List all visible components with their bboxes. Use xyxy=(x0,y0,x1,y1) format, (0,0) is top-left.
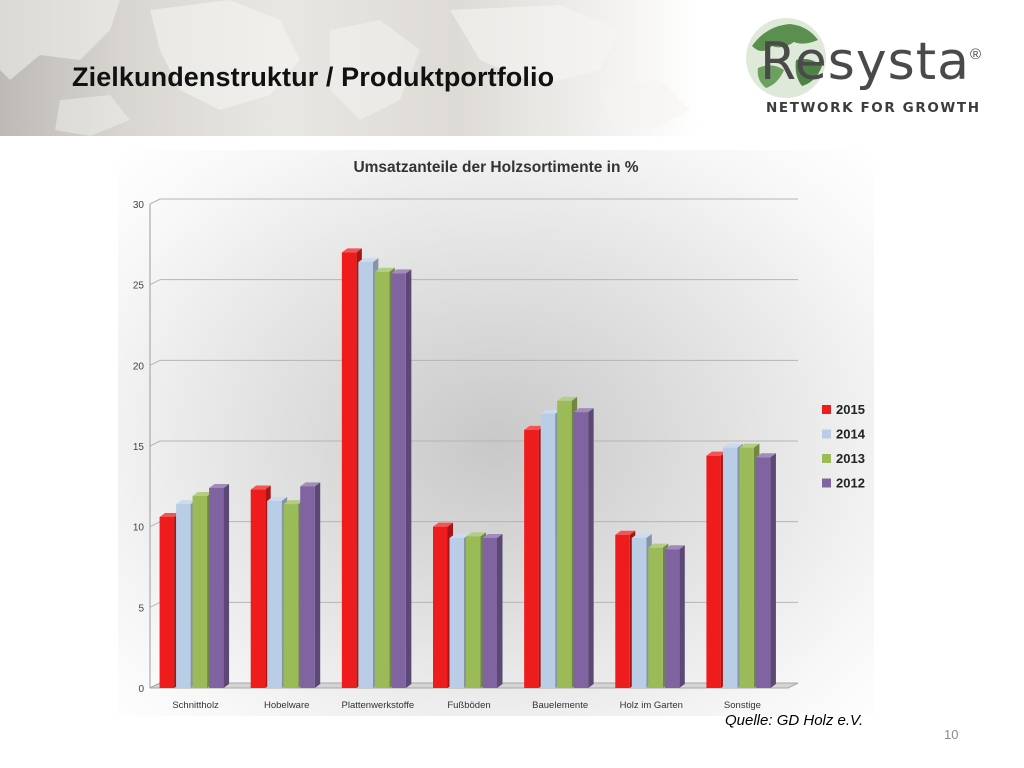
x-tick-label: Schnittholz xyxy=(172,700,219,711)
globe-icon xyxy=(746,18,826,98)
header-banner: Zielkundenstruktur / Produktportfolio xyxy=(0,0,700,136)
gridline-depth xyxy=(149,359,161,366)
legend-swatch-2014 xyxy=(822,429,831,439)
x-axis-labels: Schnittholz Hobelware Plattenwerkstoffe Fuß… xyxy=(172,700,761,711)
gridline-depth xyxy=(149,601,161,608)
y-tick-label: 15 xyxy=(133,442,145,453)
x-tick-label: Bauelemente xyxy=(532,700,588,711)
logo-wordmark: Resysta xyxy=(760,32,970,92)
gridline-depth xyxy=(149,198,161,205)
y-tick-label: 30 xyxy=(133,200,145,211)
bar-2012-3 xyxy=(482,533,503,688)
x-tick-label: Hobelware xyxy=(264,700,309,711)
bar-2012-6 xyxy=(755,453,776,688)
legend: 2015 2014 2013 2012 xyxy=(822,402,866,491)
legend-swatch-2012 xyxy=(822,478,831,488)
slide-title: Zielkundenstruktur / Produktportfolio xyxy=(72,62,555,92)
chart-canvas: Umsatzanteile der Holzsortimente in % 0 5… xyxy=(133,159,866,711)
gridline-depth xyxy=(149,279,161,286)
logo-tagline: NETWORK FOR GROWTH xyxy=(766,100,981,116)
y-tick-label: 0 xyxy=(138,684,144,695)
legend-label: 2013 xyxy=(836,451,865,466)
legend-swatch-2015 xyxy=(822,405,831,414)
page-number: 10 xyxy=(944,727,959,742)
x-tick-label: Sonstige xyxy=(724,700,761,711)
bar-2012-2 xyxy=(391,269,412,688)
logo-registered-mark: ® xyxy=(970,46,982,63)
legend-swatch-2013 xyxy=(822,454,831,463)
y-axis: 0 5 10 15 20 25 30 xyxy=(133,200,151,695)
bar-2012-4 xyxy=(573,408,594,688)
legend-label: 2012 xyxy=(836,476,865,491)
y-tick-label: 25 xyxy=(133,281,145,292)
chart-title: Umsatzanteile der Holzsortimente in % xyxy=(353,159,638,176)
bar-chart: Umsatzanteile der Holzsortimente in % 0 5… xyxy=(118,150,874,716)
bar-2012-5 xyxy=(664,545,685,688)
x-tick-label: Holz im Garten xyxy=(620,700,683,711)
legend-label: 2015 xyxy=(836,402,865,417)
legend-label: 2014 xyxy=(836,427,866,442)
bar-2012-0 xyxy=(209,483,230,688)
world-map-background xyxy=(0,0,690,136)
x-tick-label: Fußböden xyxy=(447,700,490,711)
bars xyxy=(159,248,776,688)
y-tick-label: 10 xyxy=(133,523,145,534)
bar-2012-1 xyxy=(300,482,321,688)
gridline-depth xyxy=(149,521,161,528)
gridline-depth xyxy=(149,440,161,447)
source-note: Quelle: GD Holz e.V. xyxy=(725,712,864,729)
y-tick-label: 5 xyxy=(138,603,144,614)
x-tick-label: Plattenwerkstoffe xyxy=(342,700,415,711)
y-tick-label: 20 xyxy=(133,361,145,372)
resysta-logo: Resysta ® NETWORK FOR GROWTH xyxy=(736,14,986,124)
